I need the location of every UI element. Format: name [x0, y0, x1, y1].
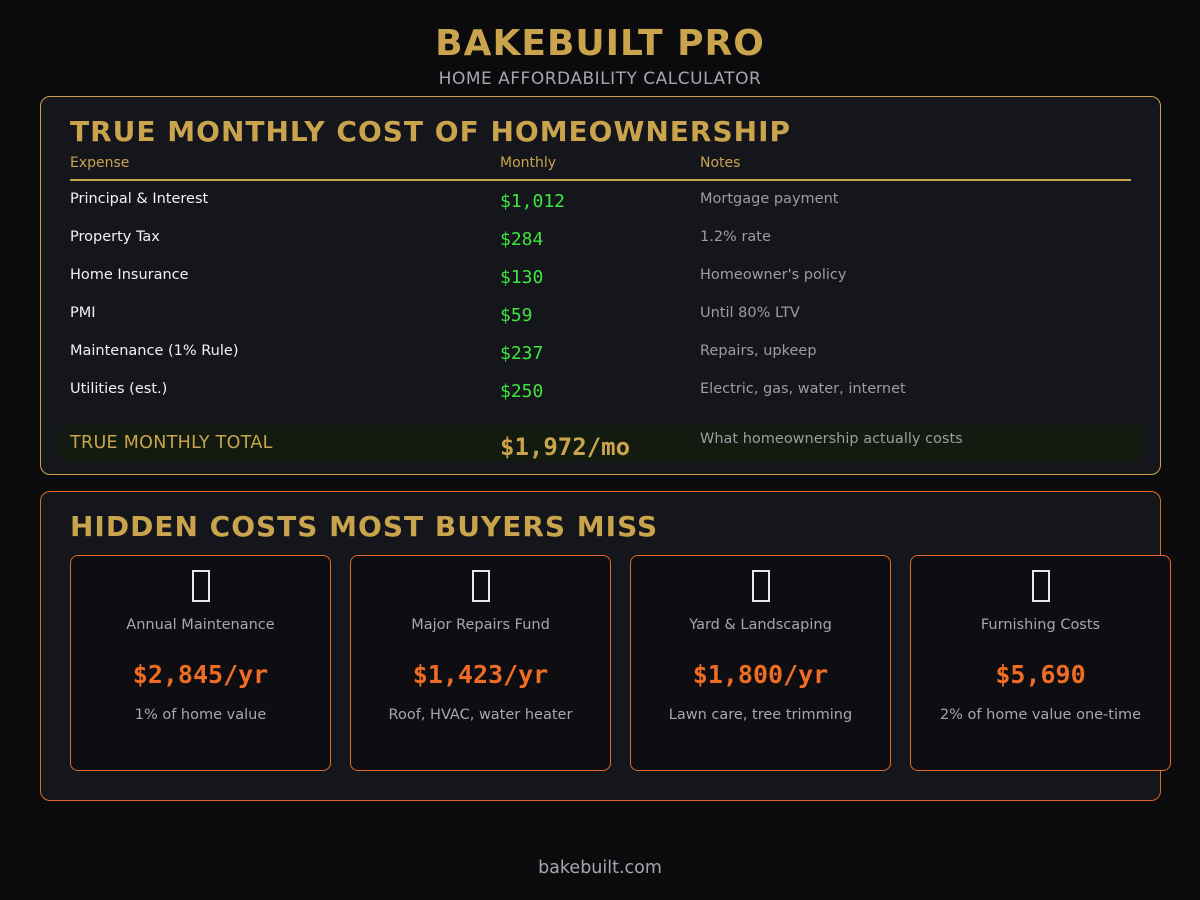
table-row: Principal & Interest $1,012 Mortgage pay…	[70, 189, 1131, 227]
hidden-cost-card: Major Repairs Fund $1,423/yr Roof, HVAC,…	[350, 555, 611, 771]
expense-note: Until 80% LTV	[700, 305, 800, 321]
monthly-total-value: $1,972/mo	[500, 433, 631, 461]
missing-glyph-icon	[631, 570, 890, 602]
monthly-cost-panel: TRUE MONTHLY COST OF HOMEOWNERSHIP Expen…	[40, 96, 1161, 475]
hidden-costs-panel: HIDDEN COSTS MOST BUYERS MISS Annual Mai…	[40, 491, 1171, 801]
expense-monthly-value: $284	[500, 229, 544, 250]
missing-glyph-icon	[351, 570, 610, 602]
brand-title: BAKEBUILT PRO	[435, 23, 765, 64]
table-row: Home Insurance $130 Homeowner's policy	[70, 265, 1131, 303]
table-row: PMI $59 Until 80% LTV	[70, 303, 1131, 341]
expense-monthly-value: $1,012	[500, 191, 566, 212]
expense-monthly-value: $250	[500, 381, 544, 402]
card-note: Lawn care, tree trimming	[668, 707, 853, 723]
missing-glyph-icon	[911, 570, 1170, 602]
monthly-total-note: What homeownership actually costs	[700, 431, 963, 447]
table-row: Property Tax $284 1.2% rate	[70, 227, 1131, 265]
table-row: Utilities (est.) $250 Electric, gas, wat…	[70, 379, 1131, 417]
card-value: $2,845/yr	[132, 660, 269, 689]
monthly-cost-title: TRUE MONTHLY COST OF HOMEOWNERSHIP	[70, 115, 792, 148]
card-note: 1% of home value	[134, 707, 267, 723]
column-header-expense: Expense	[70, 155, 130, 171]
monthly-total-label: TRUE MONTHLY TOTAL	[70, 433, 273, 453]
expense-monthly-value: $237	[500, 343, 544, 364]
page-header: BAKEBUILT PRO HOME AFFORDABILITY CALCULA…	[0, 24, 1200, 90]
expense-note: Electric, gas, water, internet	[700, 381, 906, 397]
card-label: Furnishing Costs	[980, 617, 1101, 633]
card-note: 2% of home value one-time	[939, 707, 1142, 723]
page-subtitle: HOME AFFORDABILITY CALCULATOR	[438, 69, 762, 89]
column-header-notes: Notes	[700, 155, 741, 171]
expense-name: PMI	[70, 305, 96, 321]
hidden-cost-card: Furnishing Costs $5,690 2% of home value…	[910, 555, 1171, 771]
card-label: Yard & Landscaping	[689, 617, 832, 633]
hidden-cost-card: Annual Maintenance $2,845/yr 1% of home …	[70, 555, 331, 771]
expense-name: Property Tax	[70, 229, 160, 245]
expense-note: Mortgage payment	[700, 191, 839, 207]
expense-name: Maintenance (1% Rule)	[70, 343, 239, 359]
footer-link[interactable]: bakebuilt.com	[538, 858, 662, 878]
table-header: Expense Monthly Notes	[70, 155, 1131, 181]
monthly-total-row: TRUE MONTHLY TOTAL $1,972/mo What homeow…	[60, 425, 1142, 461]
expense-note: Homeowner's policy	[700, 267, 847, 283]
card-note: Roof, HVAC, water heater	[388, 707, 573, 723]
expense-table-body: Principal & Interest $1,012 Mortgage pay…	[70, 189, 1131, 417]
card-value: $1,423/yr	[412, 660, 549, 689]
column-header-monthly: Monthly	[500, 155, 557, 171]
hidden-costs-title: HIDDEN COSTS MOST BUYERS MISS	[70, 510, 659, 543]
expense-name: Principal & Interest	[70, 191, 209, 207]
expense-note: Repairs, upkeep	[700, 343, 817, 359]
table-row: Maintenance (1% Rule) $237 Repairs, upke…	[70, 341, 1131, 379]
expense-monthly-value: $59	[500, 305, 533, 326]
missing-glyph-icon	[71, 570, 330, 602]
card-label: Major Repairs Fund	[411, 617, 550, 633]
expense-monthly-value: $130	[500, 267, 544, 288]
card-value: $1,800/yr	[692, 660, 829, 689]
expense-name: Utilities (est.)	[70, 381, 168, 397]
card-label: Annual Maintenance	[126, 617, 275, 633]
hidden-cost-card: Yard & Landscaping $1,800/yr Lawn care, …	[630, 555, 891, 771]
expense-note: 1.2% rate	[700, 229, 771, 245]
card-value: $5,690	[995, 660, 1086, 689]
expense-name: Home Insurance	[70, 267, 189, 283]
